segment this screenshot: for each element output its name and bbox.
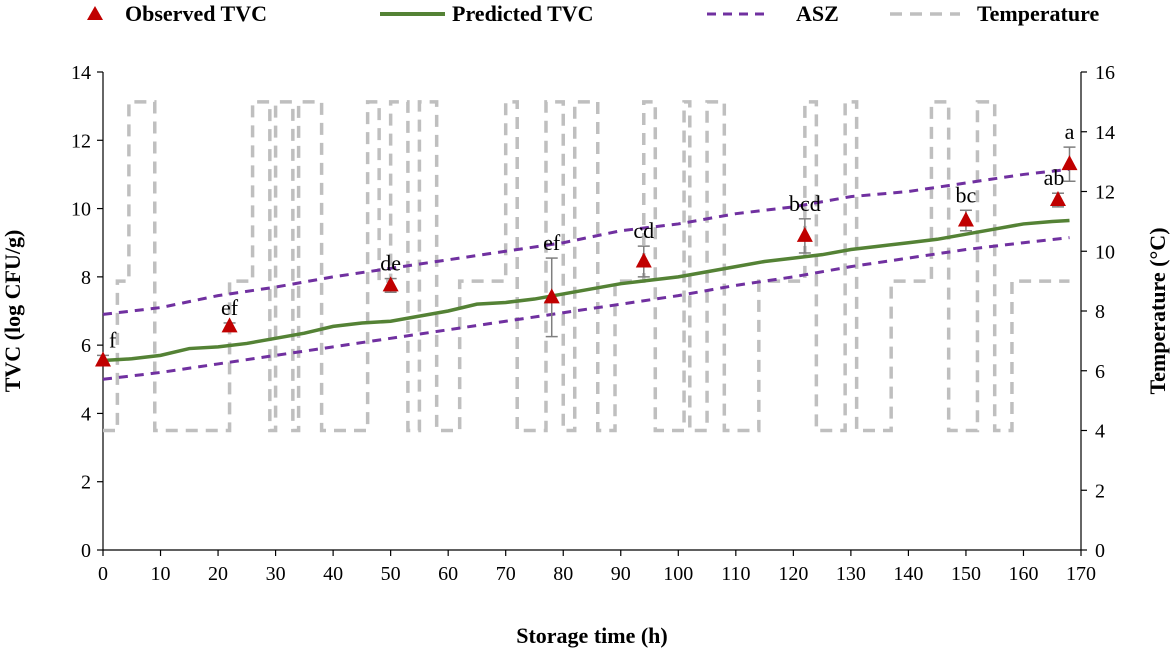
legend: Observed TVC Predicted TVC ASZ Temperatu… xyxy=(87,1,1099,26)
y2-tick-label: 8 xyxy=(1095,301,1105,323)
y2-tick-label: 14 xyxy=(1095,122,1115,144)
x-tick-label: 90 xyxy=(611,563,631,585)
x-tick-label: 100 xyxy=(663,563,693,585)
y2-tick-label: 16 xyxy=(1095,62,1115,84)
x-tick-label: 20 xyxy=(208,563,228,585)
legend-item-temperature: Temperature xyxy=(890,1,1099,26)
legend-temperature-label: Temperature xyxy=(977,1,1099,26)
legend-item-predicted: Predicted TVC xyxy=(380,1,594,26)
y2-tick-label: 2 xyxy=(1095,480,1105,502)
predicted-series xyxy=(102,218,1070,363)
significance-label: bcd xyxy=(789,191,821,216)
y2-tick-label: 10 xyxy=(1095,241,1115,263)
significance-label: cd xyxy=(633,218,654,243)
predicted-line xyxy=(102,218,1070,363)
significance-label: a xyxy=(1065,119,1075,144)
significance-label: ef xyxy=(221,295,239,320)
x-tick-label: 150 xyxy=(951,563,981,585)
asz-series xyxy=(102,167,1070,381)
x-ticks: 0 10 20 30 40 50 60 70 80 90 100 110 120 130 140 150 160… xyxy=(98,550,1096,585)
significance-label: bc xyxy=(956,182,977,207)
observed-point xyxy=(382,276,399,292)
legend-observed-label: Observed TVC xyxy=(125,1,267,26)
observed-point xyxy=(635,252,652,268)
temperature-line xyxy=(103,100,1070,433)
y-tick-label: 6 xyxy=(81,335,91,357)
legend-predicted-label: Predicted TVC xyxy=(452,1,594,26)
y2-tick-label: 6 xyxy=(1095,361,1105,383)
y-tick-label: 12 xyxy=(71,130,91,152)
x-tick-label: 0 xyxy=(98,563,108,585)
y-ticks: 0 2 4 6 8 10 12 14 xyxy=(71,62,103,562)
significance-label: f xyxy=(109,327,117,352)
x-tick-label: 160 xyxy=(1008,563,1038,585)
significance-label: ab xyxy=(1044,165,1065,190)
x-tick-label: 140 xyxy=(893,563,923,585)
y2-tick-label: 12 xyxy=(1095,182,1115,204)
y-tick-label: 0 xyxy=(81,540,91,562)
observed-point xyxy=(221,317,238,333)
x-tick-label: 120 xyxy=(778,563,808,585)
x-tick-label: 130 xyxy=(836,563,866,585)
y2-ticks: 0 2 4 6 8 10 12 14 16 xyxy=(1081,62,1115,562)
y-tick-label: 14 xyxy=(71,62,91,84)
observed-point xyxy=(796,226,813,242)
y-tick-label: 8 xyxy=(81,267,91,289)
y2-tick-label: 0 xyxy=(1095,540,1105,562)
observed-point xyxy=(1061,155,1078,171)
x-axis-title: Storage time (h) xyxy=(516,623,668,648)
observed-point xyxy=(957,211,974,227)
asz-lower-line xyxy=(102,236,1070,381)
legend-item-asz: ASZ xyxy=(707,1,839,26)
significance-label: ef xyxy=(543,230,561,255)
y2-tick-label: 4 xyxy=(1095,421,1105,443)
observed-point xyxy=(95,351,111,367)
x-tick-label: 50 xyxy=(381,563,401,585)
x-tick-label: 70 xyxy=(496,563,516,585)
observed-series: f ef de ef cd bcd bc aba xyxy=(95,119,1078,367)
x-tick-label: 170 xyxy=(1066,563,1096,585)
y-tick-label: 2 xyxy=(81,472,91,494)
y-tick-label: 10 xyxy=(71,199,91,221)
observed-marker-icon xyxy=(87,6,103,20)
observed-point xyxy=(1049,191,1066,207)
y2-axis-title: Temperature (°C) xyxy=(1145,227,1170,394)
x-tick-label: 110 xyxy=(721,563,750,585)
x-tick-label: 60 xyxy=(438,563,458,585)
y-tick-label: 4 xyxy=(81,403,91,425)
legend-item-observed: Observed TVC xyxy=(87,1,267,26)
asz-upper-line xyxy=(102,167,1070,316)
x-tick-label: 10 xyxy=(151,563,171,585)
x-tick-label: 30 xyxy=(266,563,286,585)
legend-asz-label: ASZ xyxy=(796,1,839,26)
y-axis-title: TVC (log CFU/g) xyxy=(0,230,25,393)
temperature-series xyxy=(103,100,1070,433)
observed-point xyxy=(543,288,560,304)
x-tick-label: 40 xyxy=(323,563,343,585)
significance-label: de xyxy=(380,251,401,276)
x-tick-label: 80 xyxy=(553,563,573,585)
